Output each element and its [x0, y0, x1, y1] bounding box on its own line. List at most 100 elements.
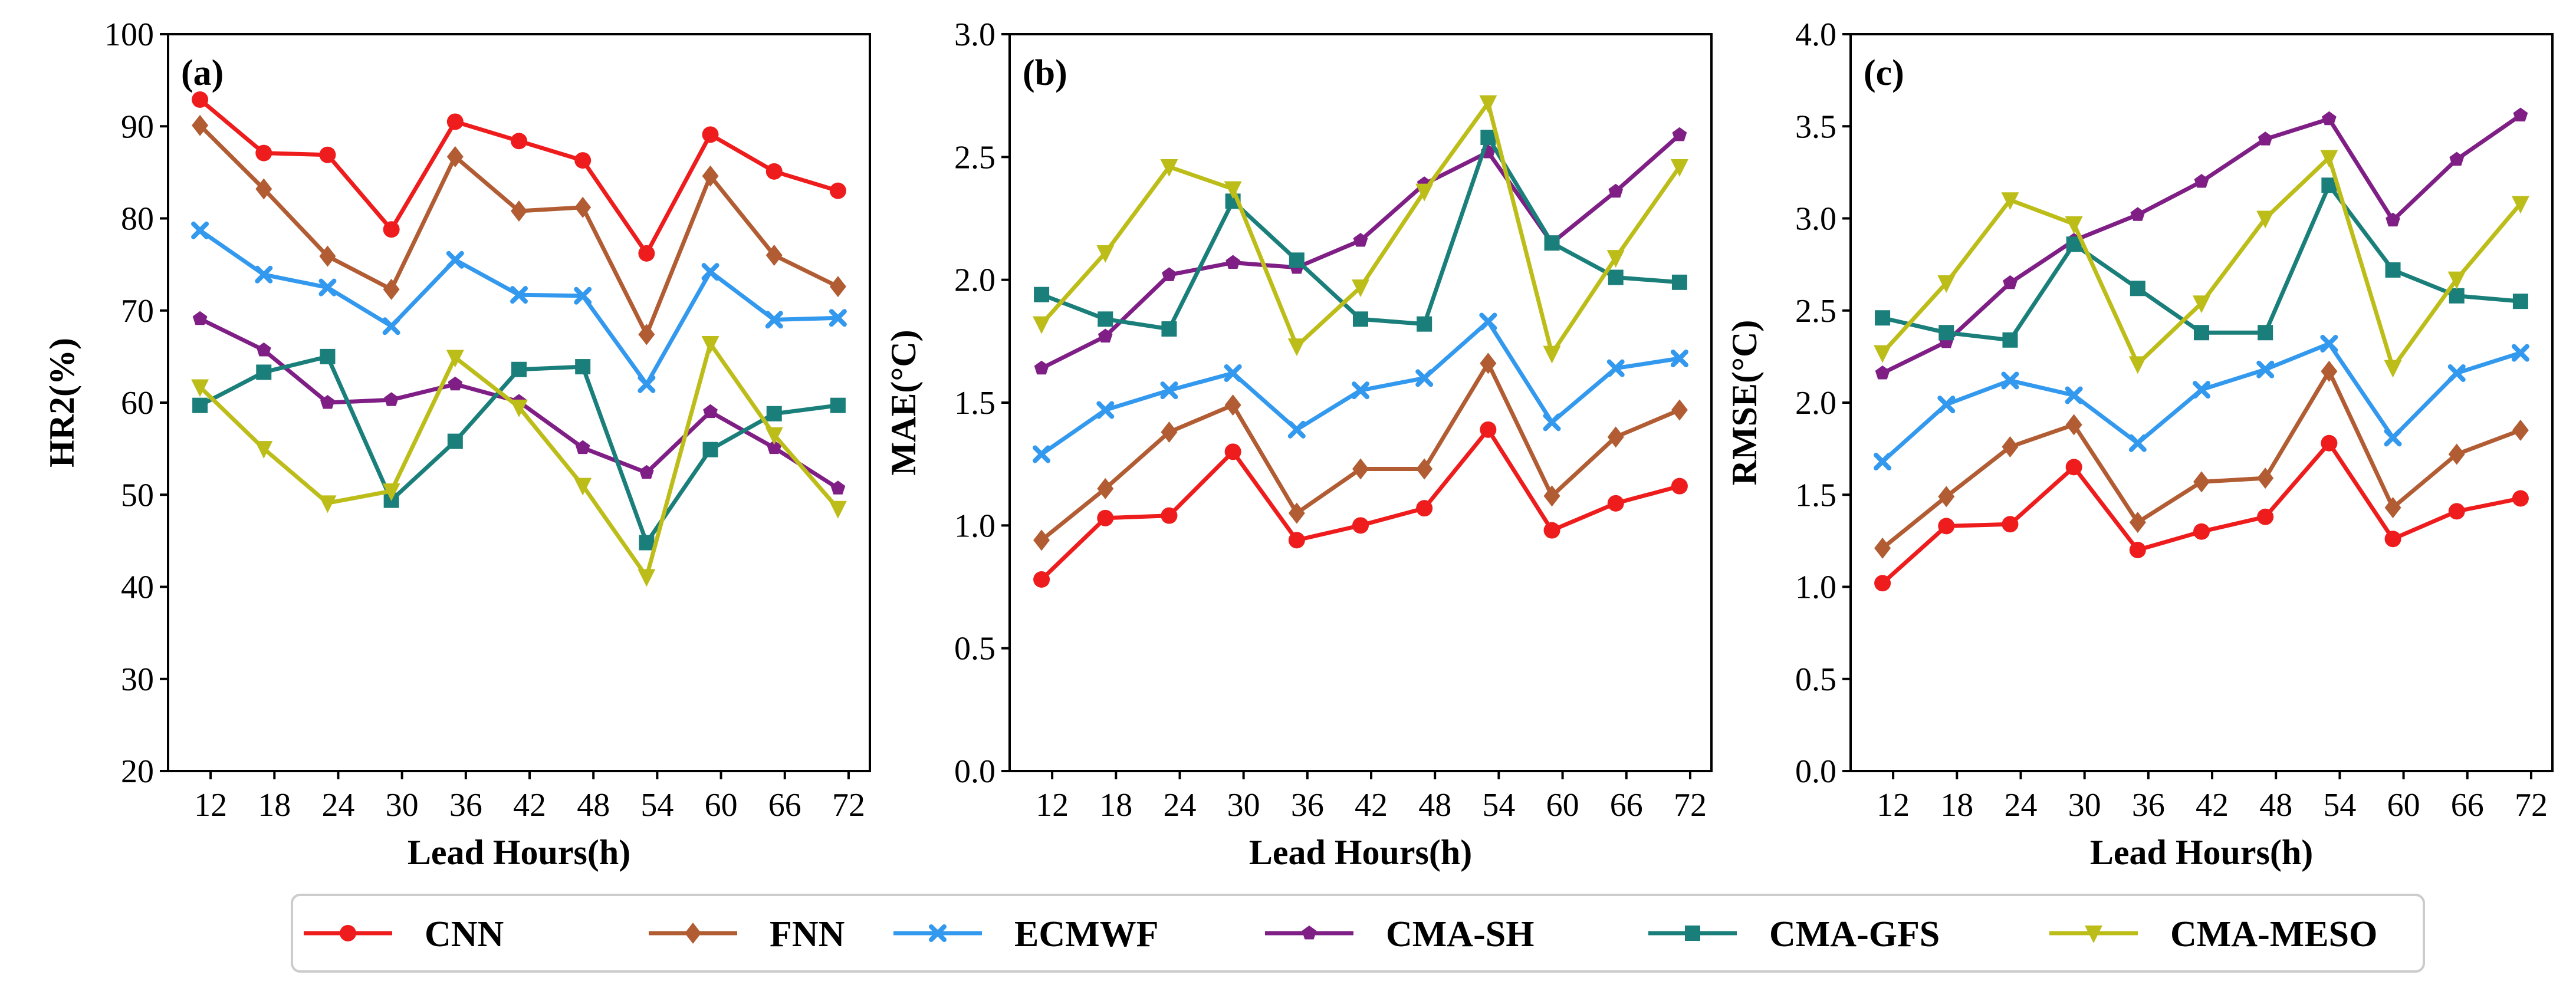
- data-point-cma-sh: [2322, 111, 2337, 126]
- data-point-cnn: [383, 221, 400, 238]
- x-tick-label: 66: [1610, 787, 1643, 824]
- y-tick-label: 70: [121, 293, 154, 330]
- data-point-cnn: [574, 152, 592, 169]
- y-tick-label: 1.0: [1795, 569, 1836, 606]
- x-tick-label: 48: [2259, 787, 2292, 824]
- data-point-cma-sh: [320, 395, 335, 409]
- x-tick-label: 30: [1227, 787, 1260, 824]
- legend-marker: [1302, 926, 1317, 940]
- data-point-cnn: [1097, 509, 1114, 526]
- legend-label: CMA-GFS: [1769, 914, 1940, 954]
- data-point-cma-gfs: [1161, 321, 1177, 337]
- data-point-cnn: [2257, 508, 2274, 525]
- x-tick-label: 48: [1418, 787, 1451, 824]
- data-point-ecmwf: [1160, 381, 1178, 400]
- data-point-fnn: [2129, 512, 2146, 533]
- data-point-cnn: [2193, 523, 2210, 540]
- data-point-fnn: [192, 114, 209, 136]
- data-point-fnn: [255, 178, 272, 200]
- data-point-ecmwf: [1937, 396, 1956, 414]
- data-point-ecmwf: [255, 265, 273, 284]
- x-tick-label: 60: [1546, 787, 1579, 824]
- data-point-fnn: [2257, 467, 2274, 489]
- data-point-cnn: [702, 126, 719, 143]
- data-point-cma-meso: [829, 500, 847, 519]
- data-point-cma-meso: [1287, 338, 1306, 357]
- data-point-cma-meso: [446, 350, 464, 368]
- x-tick-label: 42: [513, 787, 546, 824]
- y-tick-label: 30: [121, 661, 154, 698]
- data-point-cnn: [2448, 503, 2465, 520]
- y-tick-label: 3.5: [1795, 108, 1836, 145]
- legend-item-ecmwf: ECMWF: [893, 914, 1159, 954]
- legend-label: ECMWF: [1014, 914, 1159, 954]
- data-point-ecmwf: [1096, 401, 1115, 419]
- data-point-ecmwf: [382, 317, 400, 335]
- x-tick-label: 42: [2196, 787, 2229, 824]
- y-tick-label: 100: [104, 17, 154, 53]
- data-point-cma-meso: [191, 379, 209, 397]
- data-point-fnn: [1033, 529, 1050, 551]
- legend: CNN FNN ECMWF CMA-SH CMA-GFS CMA-MESO: [291, 894, 2425, 973]
- x-tick-label: 36: [2132, 787, 2165, 824]
- series-line-fnn: [1881, 369, 2522, 550]
- data-point-cma-meso: [1160, 159, 1178, 177]
- data-point-cma-gfs: [1671, 274, 1687, 290]
- y-tick-label: 40: [121, 569, 154, 606]
- data-point-cma-gfs: [1875, 310, 1891, 326]
- y-tick-label: 2.5: [1795, 293, 1836, 330]
- series-line-cnn: [198, 98, 839, 256]
- x-tick-label: 24: [2004, 787, 2037, 824]
- x-tick-label: 36: [449, 787, 482, 824]
- data-point-cma-gfs: [766, 406, 782, 421]
- series-fnn: [1033, 353, 1688, 551]
- data-point-cnn: [1288, 532, 1305, 549]
- data-point-fnn: [702, 165, 719, 187]
- x-tick-label: 72: [832, 787, 865, 824]
- legend-item-cnn: CNN: [304, 914, 504, 954]
- data-point-cma-meso: [574, 477, 592, 496]
- x-tick-label: 66: [768, 787, 801, 824]
- data-point-cma-meso: [1543, 345, 1561, 364]
- data-point-cma-sh: [575, 440, 590, 455]
- data-point-cma-sh: [1875, 365, 1890, 380]
- data-point-cma-sh: [2386, 212, 2400, 227]
- data-point-cma-gfs: [2130, 281, 2145, 297]
- data-point-cma-gfs: [639, 535, 655, 551]
- data-point-cma-sh: [830, 480, 846, 495]
- panel-a: 20 30 40 50 60 70 80 90 100 12 18 24 30 36 42 48 54 60 66 7…: [42, 17, 871, 872]
- data-point-ecmwf: [1224, 364, 1242, 382]
- data-point-cma-gfs: [256, 364, 272, 380]
- data-point-cma-gfs: [575, 359, 591, 375]
- plot-frame: [1008, 33, 1713, 772]
- data-point-ecmwf: [2128, 434, 2147, 452]
- data-point-cma-meso: [2447, 271, 2466, 289]
- data-point-cma-sh: [384, 392, 399, 406]
- data-point-fnn: [1352, 458, 1369, 480]
- data-point-ecmwf: [2511, 344, 2529, 362]
- series-ecmwf: [191, 221, 847, 393]
- data-point-cma-meso: [318, 495, 337, 513]
- data-point-ecmwf: [510, 286, 528, 304]
- x-tick-label: 12: [1036, 787, 1069, 824]
- data-point-cma-meso: [255, 441, 273, 459]
- data-point-fnn: [383, 278, 400, 300]
- data-point-fnn: [2321, 360, 2338, 382]
- x-tick-label: 72: [2515, 787, 2548, 824]
- data-point-cma-meso: [1937, 275, 1956, 293]
- data-point-cma-meso: [2256, 210, 2275, 229]
- data-point-cma-meso: [1224, 181, 1242, 199]
- series-cma-sh: [1034, 127, 1687, 375]
- data-point-cma-gfs: [2002, 332, 2018, 348]
- data-point-cma-sh: [1098, 328, 1113, 342]
- series-cnn: [1874, 434, 2529, 592]
- series-ecmwf: [1874, 335, 2529, 470]
- data-point-cnn: [319, 146, 336, 163]
- data-point-cnn: [192, 91, 209, 108]
- legend-label: CMA-SH: [1386, 914, 1534, 954]
- y-tick-label: 90: [121, 108, 154, 145]
- data-point-cma-meso: [382, 483, 400, 501]
- data-point-cma-sh: [2003, 275, 2018, 289]
- data-point-cma-gfs: [1289, 252, 1305, 268]
- data-point-cma-sh: [2449, 152, 2465, 166]
